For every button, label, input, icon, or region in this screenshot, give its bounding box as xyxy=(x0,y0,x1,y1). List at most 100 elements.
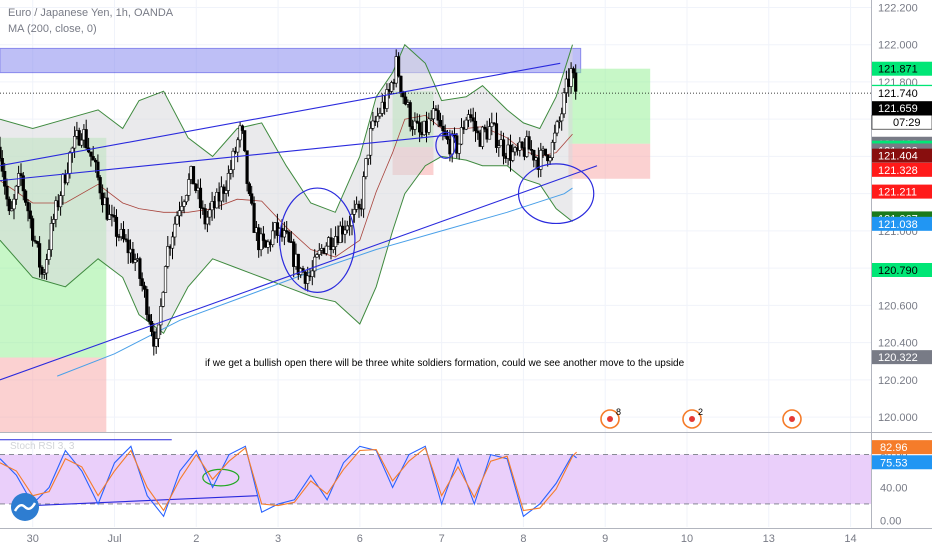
stoch-line-d[interactable] xyxy=(0,447,577,512)
candle-body-8[interactable] xyxy=(16,173,21,187)
candle-body-39[interactable] xyxy=(89,151,93,157)
candle-body-42[interactable] xyxy=(96,161,100,178)
candle-body-247[interactable] xyxy=(574,72,578,92)
candle-body-184[interactable] xyxy=(427,118,431,133)
candle-body-70[interactable] xyxy=(161,292,165,307)
candle-body-37[interactable] xyxy=(84,129,88,149)
candle-body-57[interactable] xyxy=(131,248,135,263)
trend-line-2[interactable] xyxy=(0,165,598,381)
red-zone-2[interactable] xyxy=(0,357,107,432)
stoch-line-k[interactable] xyxy=(0,445,577,518)
candle-body-67[interactable] xyxy=(154,338,158,347)
candle-body-237[interactable] xyxy=(550,142,554,158)
candle-body-35[interactable] xyxy=(80,139,84,146)
candle-body-88[interactable] xyxy=(203,208,207,225)
candle-body-32[interactable] xyxy=(73,136,77,149)
candle-body-22[interactable] xyxy=(49,223,53,250)
candle-body-13[interactable] xyxy=(28,210,32,219)
candle-body-9[interactable] xyxy=(19,173,23,177)
candle-body-100[interactable] xyxy=(231,150,235,170)
candle-body-232[interactable] xyxy=(539,150,543,170)
candle-body-227[interactable] xyxy=(527,136,531,150)
logo[interactable] xyxy=(11,493,39,521)
candle-body-174[interactable] xyxy=(403,96,408,105)
candle-body-172[interactable] xyxy=(399,75,403,93)
candle-body-157[interactable] xyxy=(364,158,368,177)
stoch-rsi-pane[interactable] xyxy=(0,439,871,518)
candle-body-185[interactable] xyxy=(429,118,433,121)
candle-body-140[interactable] xyxy=(324,245,328,254)
candle-body-135[interactable] xyxy=(313,256,317,272)
candle-body-187[interactable] xyxy=(434,108,438,111)
candle-body-64[interactable] xyxy=(147,314,151,322)
candle-body-3[interactable] xyxy=(5,186,9,200)
candle-body-122[interactable] xyxy=(282,230,287,238)
candle-body-103[interactable] xyxy=(238,125,242,141)
candle-body-220[interactable] xyxy=(511,151,515,161)
green-zone-5[interactable] xyxy=(568,68,651,144)
candle-body-166[interactable] xyxy=(385,89,389,109)
candle-body-55[interactable] xyxy=(126,239,130,254)
candle-body-10[interactable] xyxy=(21,175,25,192)
candle-body-68[interactable] xyxy=(156,324,161,339)
candle-body-43[interactable] xyxy=(98,177,102,194)
ma200-line[interactable] xyxy=(57,187,573,377)
candle-body-200[interactable] xyxy=(464,119,468,130)
candle-body-204[interactable] xyxy=(473,120,478,132)
highlight-ellipse-0[interactable] xyxy=(279,187,356,293)
candle-body-162[interactable] xyxy=(375,115,380,122)
candle-body-159[interactable] xyxy=(368,128,373,156)
candle-body-60[interactable] xyxy=(138,258,142,279)
candle-body-104[interactable] xyxy=(240,125,245,131)
candle-body-69[interactable] xyxy=(159,306,163,326)
candle-body-19[interactable] xyxy=(42,272,46,275)
candle-body-78[interactable] xyxy=(180,206,184,211)
candle-body-109[interactable] xyxy=(252,203,256,233)
candle-body-4[interactable] xyxy=(7,198,11,212)
candle-body-102[interactable] xyxy=(236,139,240,153)
candle-body-152[interactable] xyxy=(352,209,356,215)
candle-body-20[interactable] xyxy=(44,259,49,274)
candle-body-142[interactable] xyxy=(329,237,333,251)
candle-body-72[interactable] xyxy=(166,246,170,267)
candle-body-171[interactable] xyxy=(396,56,401,77)
candle-body-180[interactable] xyxy=(417,122,422,133)
candle-body-168[interactable] xyxy=(389,82,394,92)
candle-body-84[interactable] xyxy=(194,183,198,191)
candle-body-63[interactable] xyxy=(145,289,149,315)
candle-body-158[interactable] xyxy=(366,154,370,159)
candle-body-229[interactable] xyxy=(532,150,536,161)
candle-body-210[interactable] xyxy=(487,126,492,140)
trend-line-1[interactable] xyxy=(0,133,459,182)
candle-body-11[interactable] xyxy=(23,190,28,203)
candle-body-24[interactable] xyxy=(54,200,58,220)
candle-body-18[interactable] xyxy=(40,266,44,275)
candle-body-211[interactable] xyxy=(490,122,494,127)
candle-body-123[interactable] xyxy=(285,230,289,233)
candle-body-136[interactable] xyxy=(315,254,319,258)
candle-body-14[interactable] xyxy=(30,218,35,241)
event-marker-2[interactable] xyxy=(782,409,802,429)
candle-body-98[interactable] xyxy=(226,173,231,191)
candle-body-71[interactable] xyxy=(163,266,168,293)
candle-body-6[interactable] xyxy=(12,198,16,210)
event-marker-1[interactable]: 2 xyxy=(682,407,703,429)
candle-body-203[interactable] xyxy=(471,117,475,122)
candle-body-41[interactable] xyxy=(94,159,98,163)
candle-body-242[interactable] xyxy=(562,92,566,115)
candle-body-30[interactable] xyxy=(68,152,72,174)
candle-body-179[interactable] xyxy=(415,120,419,123)
candle-body-0[interactable] xyxy=(0,146,2,159)
candle-body-239[interactable] xyxy=(555,121,559,134)
candle-body-65[interactable] xyxy=(149,320,154,332)
bollinger-lower[interactable] xyxy=(0,155,573,335)
candle-body-79[interactable] xyxy=(182,201,186,207)
candle-body-17[interactable] xyxy=(37,243,42,268)
candle-body-81[interactable] xyxy=(187,179,191,196)
candle-body-58[interactable] xyxy=(133,259,137,263)
candle-body-188[interactable] xyxy=(436,110,440,121)
candle-body-50[interactable] xyxy=(114,216,119,237)
candle-body-105[interactable] xyxy=(243,130,247,152)
candle-body-240[interactable] xyxy=(557,120,561,123)
